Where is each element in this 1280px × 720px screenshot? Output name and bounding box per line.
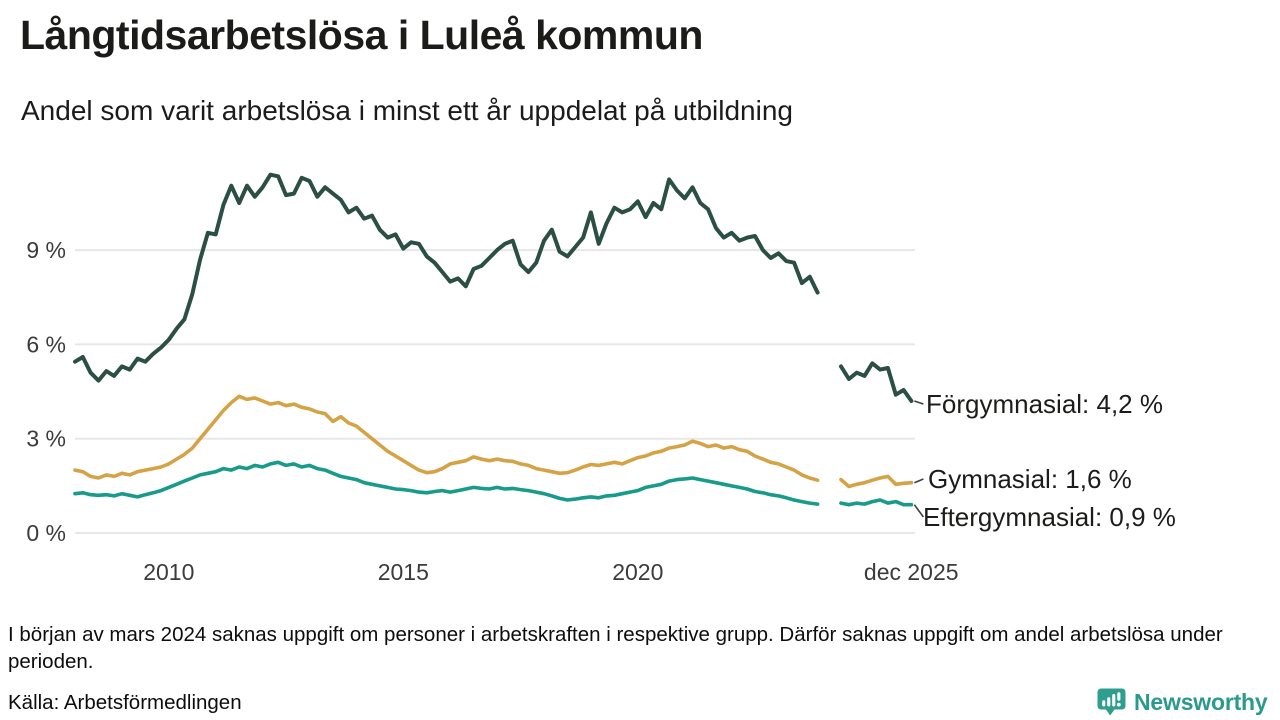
series-end-label-forgymnasial: Förgymnasial: 4,2 %	[926, 389, 1163, 419]
y-tick-label: 3 %	[26, 426, 66, 452]
line-chart: 0 % 3 % 6 % 9 % 2010 2015 2020 dec 2025 Förgymn…	[26, 172, 1176, 585]
x-tick-label: 2020	[612, 559, 663, 585]
page-subtitle: Andel som varit arbetslösa i minst ett å…	[21, 95, 793, 126]
y-tick-label: 6 %	[26, 331, 66, 357]
label-connector	[914, 478, 924, 484]
newsworthy-speech-bubble-chart-icon	[1097, 688, 1126, 716]
newsworthy-wordmark: Newsworthy	[1134, 689, 1268, 715]
series-end-label-gymnasial: Gymnasial: 1,6 %	[928, 464, 1132, 494]
chart-canvas: 0 % 3 % 6 % 9 % 2010 2015 2020 dec 2025	[26, 172, 959, 585]
series-line-gymnasial	[73, 394, 914, 489]
label-connector	[913, 504, 925, 518]
label-connector	[914, 400, 924, 405]
series-line-förgymnasial	[73, 172, 914, 403]
series-end-label-eftergymnasial: Eftergymnasial: 0,9 %	[923, 502, 1176, 532]
series-line-eftergymnasial	[73, 460, 914, 507]
y-tick-label: 0 %	[26, 520, 66, 546]
y-tick-label: 9 %	[26, 237, 66, 263]
newsworthy-logo: Newsworthy	[1096, 687, 1268, 718]
x-tick-label: 2015	[378, 559, 429, 585]
footnote: I början av mars 2024 saknas uppgift om …	[8, 623, 1223, 674]
source-attribution: Källa: Arbetsförmedlingen	[8, 691, 242, 714]
x-tick-label: dec 2025	[864, 559, 959, 585]
x-tick-label: 2010	[143, 559, 194, 585]
page-title: Långtidsarbetslösa i Luleå kommun	[20, 12, 703, 58]
